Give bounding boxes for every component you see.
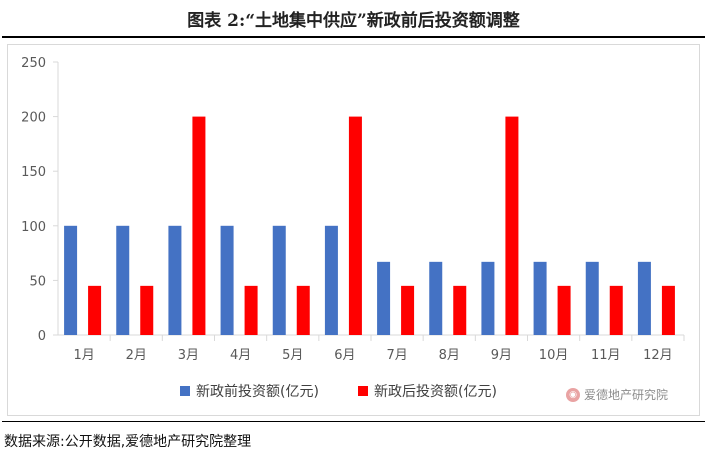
source-note: 数据来源:公开数据,爱德地产研究院整理 — [4, 434, 252, 450]
bar-after — [140, 285, 154, 335]
x-tick-label: 9月 — [491, 348, 512, 363]
y-tick-label: 50 — [29, 274, 46, 289]
y-tick-label: 250 — [21, 56, 46, 71]
x-tick-label: 12月 — [643, 348, 673, 363]
x-tick-label: 1月 — [73, 348, 94, 363]
bar-before — [64, 225, 78, 335]
x-tick-label: 2月 — [126, 348, 147, 363]
bar-before — [116, 225, 130, 335]
bar-after — [401, 285, 415, 335]
watermark-text: 爱德地产研究院 — [584, 388, 669, 402]
legend-item-before: 新政前投资额(亿元) — [180, 381, 319, 401]
x-tick-label: 11月 — [591, 348, 621, 363]
bar-before — [637, 261, 651, 335]
bar-before — [429, 261, 443, 335]
bar-before — [272, 225, 286, 335]
bar-after — [296, 285, 310, 335]
y-tick-label: 0 — [38, 329, 46, 344]
bar-after — [453, 285, 467, 335]
watermark: ◉ 爱德地产研究院 — [566, 386, 668, 403]
legend-swatch-before — [180, 386, 190, 396]
y-tick-label: 100 — [21, 220, 46, 235]
x-tick-label: 7月 — [386, 348, 407, 363]
watermark-logo-icon: ◉ — [566, 387, 580, 402]
x-tick-label: 6月 — [334, 348, 355, 363]
x-tick-label: 5月 — [282, 348, 303, 363]
bar-before — [585, 261, 599, 335]
bar-after — [348, 116, 362, 335]
x-tick-label: 3月 — [178, 348, 199, 363]
top-rule — [2, 36, 705, 38]
chart-frame — [7, 44, 700, 416]
legend-item-after: 新政后投资额(亿元) — [358, 381, 497, 401]
bar-after — [192, 116, 206, 335]
bar-after — [557, 285, 571, 335]
x-tick-label: 4月 — [230, 348, 251, 363]
y-tick-label: 150 — [21, 165, 46, 180]
x-tick-label: 8月 — [439, 348, 460, 363]
chart-title: 图表 2:“土地集中供应”新政前后投资额调整 — [187, 11, 520, 31]
bar-before — [220, 225, 234, 335]
bar-after — [88, 285, 102, 335]
bar-before — [377, 261, 391, 335]
legend-swatch-after — [358, 386, 368, 396]
legend-label-after: 新政后投资额(亿元) — [374, 384, 497, 400]
bar-after — [609, 285, 623, 335]
bar-before — [168, 225, 182, 335]
bar-before — [324, 225, 338, 335]
bar-after — [244, 285, 258, 335]
x-tick-label: 10月 — [539, 348, 569, 363]
bar-before — [533, 261, 547, 335]
legend-label-before: 新政前投资额(亿元) — [196, 384, 319, 400]
bottom-rule — [2, 421, 705, 422]
y-tick-label: 200 — [21, 111, 46, 126]
bar-after — [505, 116, 519, 335]
bar-before — [481, 261, 495, 335]
bar-after — [661, 285, 675, 335]
